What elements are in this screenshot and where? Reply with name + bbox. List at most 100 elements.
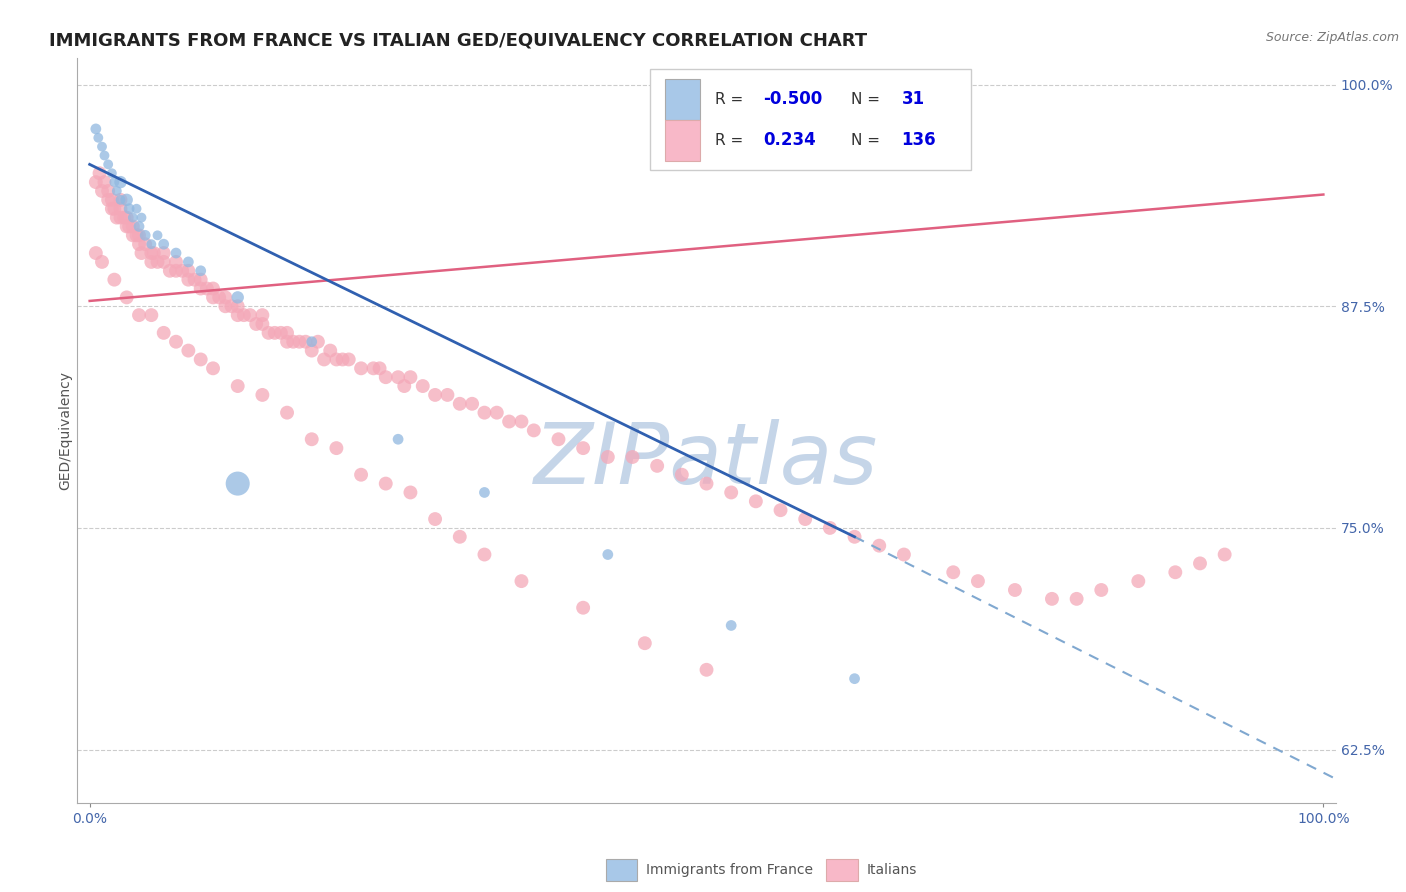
Point (103, 202, 125, 216)
Point (110, 211, 132, 225)
Point (252, 317, 274, 331)
Point (307, 334, 329, 349)
Point (105, 184, 128, 198)
Point (131, 246, 153, 260)
Point (474, 485, 496, 500)
Point (596, 450, 619, 464)
Point (325, 352, 347, 367)
Point (547, 432, 569, 446)
Point (745, 494, 768, 508)
Point (165, 246, 187, 260)
Point (449, 397, 471, 411)
Text: 0.234: 0.234 (763, 131, 815, 149)
Point (399, 370, 422, 384)
Point (89, 166, 111, 180)
Point (128, 237, 150, 252)
Point (449, 530, 471, 544)
Point (474, 548, 496, 562)
Point (91, 184, 114, 198)
Point (128, 219, 150, 234)
Point (177, 255, 200, 269)
Point (134, 237, 156, 252)
Point (276, 326, 298, 340)
Point (368, 361, 391, 376)
Text: Italians: Italians (866, 863, 917, 877)
Point (165, 264, 187, 278)
Text: R =: R = (716, 133, 748, 148)
Point (276, 406, 298, 420)
Point (294, 334, 316, 349)
Point (252, 308, 274, 322)
Point (510, 415, 533, 429)
Point (84, 246, 107, 260)
Point (165, 255, 187, 269)
Point (97, 193, 120, 207)
Point (172, 264, 194, 278)
Point (621, 450, 644, 464)
Point (696, 476, 718, 491)
Point (245, 317, 267, 331)
Point (103, 273, 125, 287)
Point (226, 379, 249, 393)
Point (696, 663, 718, 677)
Point (134, 228, 156, 243)
Point (794, 512, 817, 526)
Point (110, 193, 132, 207)
Point (337, 352, 360, 367)
Point (461, 397, 484, 411)
Point (1213, 548, 1236, 562)
Point (115, 290, 138, 304)
Point (252, 388, 274, 402)
Point (177, 343, 200, 358)
Point (159, 264, 181, 278)
Point (1090, 582, 1112, 597)
Point (93, 148, 115, 162)
Point (93, 175, 115, 189)
Point (572, 600, 595, 615)
Point (893, 548, 915, 562)
Point (101, 166, 124, 180)
Text: R =: R = (716, 92, 748, 107)
Bar (606, 859, 637, 881)
Point (1040, 591, 1063, 606)
Point (720, 485, 742, 500)
Bar (665, 120, 700, 161)
Bar (827, 859, 858, 881)
Point (498, 415, 520, 429)
Point (221, 299, 243, 313)
Point (141, 237, 163, 252)
Point (436, 388, 458, 402)
Point (226, 308, 249, 322)
Point (142, 246, 165, 260)
Text: -0.500: -0.500 (763, 90, 823, 108)
Point (125, 228, 148, 243)
Point (283, 334, 305, 349)
Point (152, 237, 174, 252)
Point (115, 193, 138, 207)
Point (257, 326, 280, 340)
Point (141, 308, 163, 322)
FancyBboxPatch shape (650, 70, 970, 169)
Point (485, 406, 508, 420)
Point (596, 548, 619, 562)
Text: IMMIGRANTS FROM FRANCE VS ITALIAN GED/EQUIVALENCY CORRELATION CHART: IMMIGRANTS FROM FRANCE VS ITALIAN GED/EQ… (49, 31, 868, 49)
Point (146, 255, 169, 269)
Point (202, 281, 225, 295)
Point (214, 299, 236, 313)
Point (97, 184, 120, 198)
Point (183, 273, 205, 287)
Point (125, 202, 148, 216)
Point (276, 334, 298, 349)
Point (226, 290, 249, 304)
Point (195, 281, 218, 295)
Point (868, 539, 890, 553)
Point (1066, 591, 1088, 606)
Point (208, 290, 231, 304)
Point (263, 326, 285, 340)
Text: N =: N = (851, 92, 886, 107)
Bar (665, 78, 700, 120)
Point (146, 228, 169, 243)
Text: 136: 136 (901, 131, 936, 149)
Point (190, 264, 212, 278)
Point (110, 175, 132, 189)
